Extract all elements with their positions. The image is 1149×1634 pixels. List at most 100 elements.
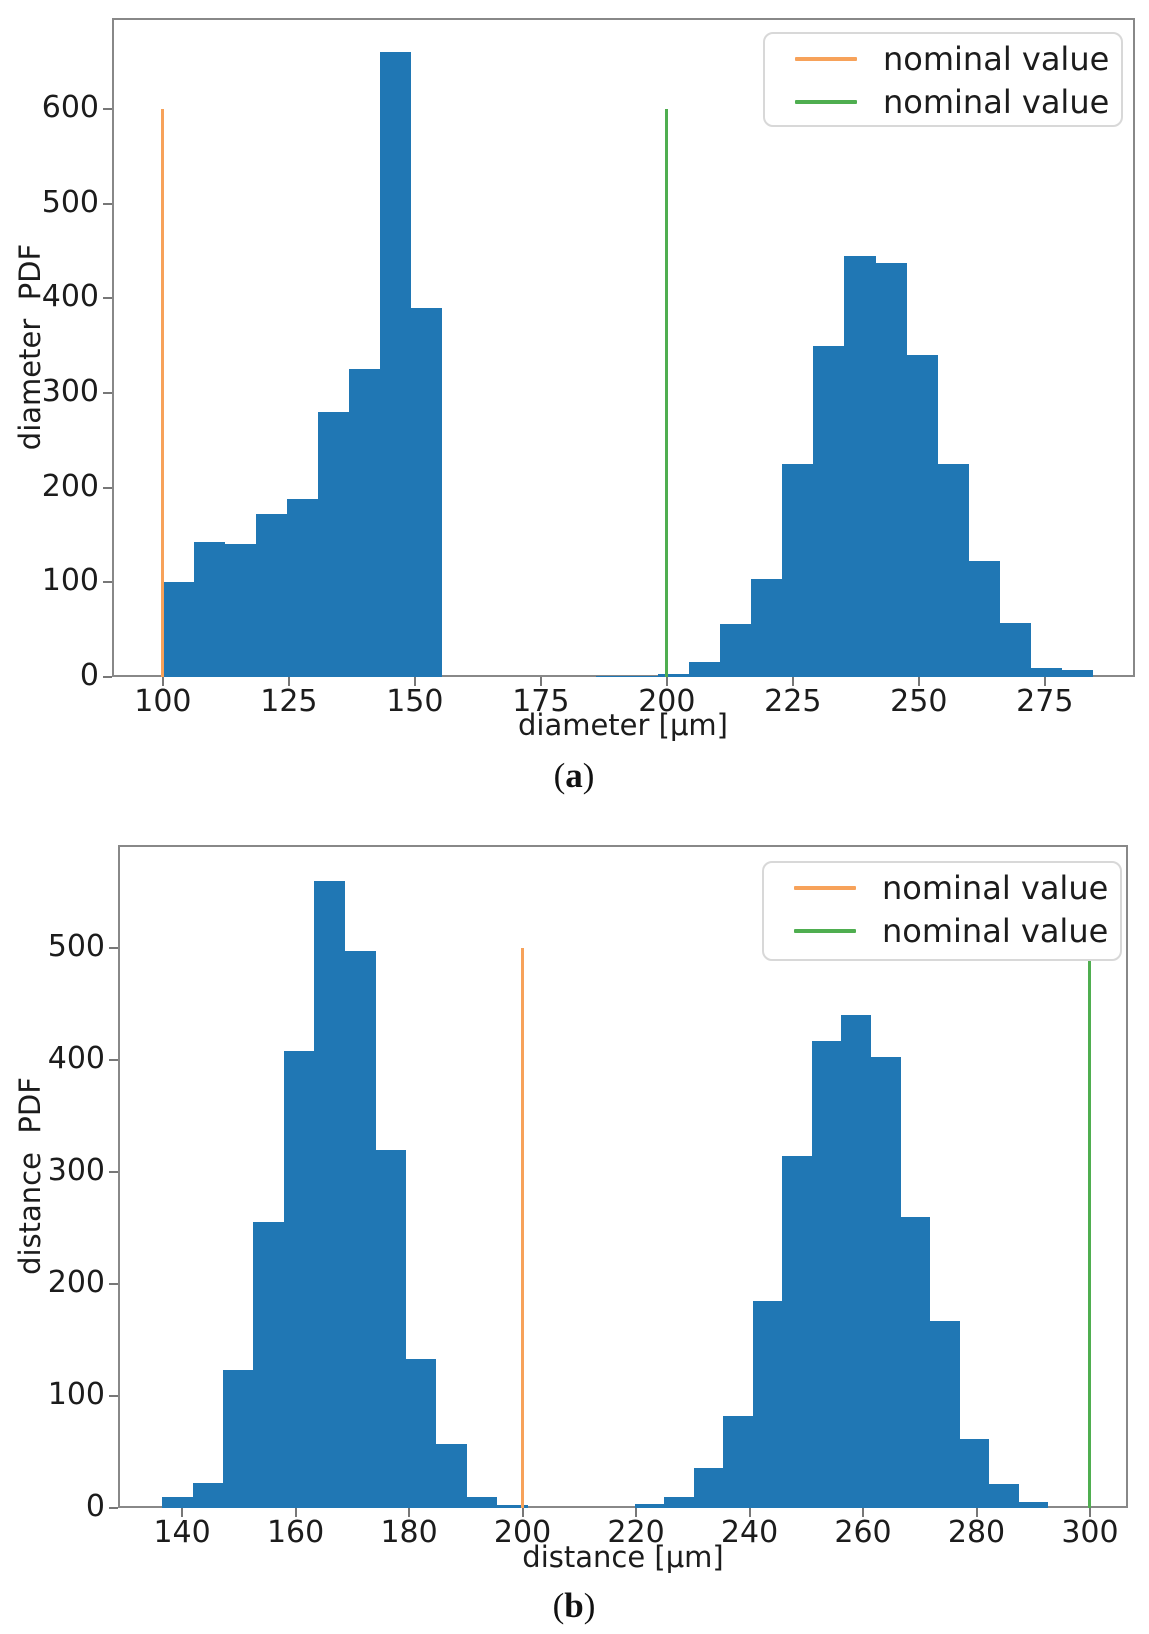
- subfigure-caption-a: (a): [474, 756, 674, 796]
- x-tick-label: 200: [493, 1515, 552, 1550]
- y-tick-mark: [103, 676, 112, 678]
- x-tick-label: 125: [260, 684, 318, 719]
- x-tick-mark: [1088, 1508, 1091, 1517]
- x-tick-mark: [791, 677, 794, 686]
- hist-bar: [192, 1483, 224, 1508]
- y-tick-label: 0: [79, 658, 99, 693]
- x-tick-mark: [975, 1508, 978, 1517]
- nominal-vline-orange: [521, 948, 525, 1508]
- caption-paren: ): [582, 756, 595, 795]
- y-tick-mark: [109, 1171, 118, 1174]
- hist-bar: [496, 1504, 528, 1508]
- x-tick-label: 175: [512, 684, 570, 719]
- x-tick-mark: [181, 1508, 184, 1517]
- x-tick-mark: [294, 1508, 297, 1517]
- x-tick-label: 300: [1061, 1515, 1119, 1550]
- x-tick-mark: [748, 1508, 751, 1517]
- y-tick-label: 0: [85, 1489, 105, 1524]
- x-tick-label: 100: [134, 684, 192, 719]
- legend-item-label: nominal value: [882, 911, 1109, 950]
- legend-item-label: nominal value: [883, 39, 1110, 78]
- x-tick-label: 150: [386, 684, 444, 719]
- caption-letter: b: [564, 1586, 584, 1625]
- hist-bar: [596, 675, 628, 677]
- legend: nominal value nominal value: [762, 861, 1122, 961]
- y-tick-label: 200: [41, 468, 99, 504]
- x-tick-label: 260: [834, 1515, 892, 1550]
- hist-bar: [870, 1056, 901, 1508]
- nominal-vline-orange: [161, 108, 165, 677]
- x-tick-label: 275: [1016, 684, 1074, 719]
- legend-item-label: nominal value: [882, 868, 1109, 907]
- legend-item-label: nominal value: [883, 82, 1110, 121]
- green-line-swatch: [794, 928, 856, 933]
- hist-bar: [314, 880, 346, 1508]
- x-tick-label: 220: [607, 1515, 665, 1550]
- hist-bar: [959, 1438, 990, 1508]
- hist-bar: [435, 1444, 467, 1508]
- y-tick-mark: [103, 391, 112, 394]
- hist-bar: [162, 1496, 194, 1508]
- nominal-vline-green: [1088, 948, 1092, 1508]
- hist-bar: [344, 951, 376, 1508]
- hist-bar: [375, 1149, 407, 1508]
- hist-bar: [841, 1015, 872, 1508]
- x-tick-label: 160: [266, 1515, 325, 1550]
- hist-bar: [1030, 667, 1062, 677]
- hist-bar: [255, 514, 288, 677]
- hist-bar: [193, 541, 226, 677]
- x-tick-label: 225: [764, 684, 822, 719]
- green-line-swatch: [795, 99, 857, 104]
- hist-bar: [693, 1467, 724, 1508]
- legend-item: nominal value: [765, 37, 1121, 80]
- x-tick-label: 200: [638, 684, 696, 719]
- hist-bar: [283, 1051, 315, 1508]
- x-tick-mark: [862, 1508, 865, 1517]
- y-tick-mark: [109, 1395, 118, 1397]
- y-tick-label: 600: [41, 89, 99, 125]
- x-axis-label: diameter [μm]: [517, 708, 728, 742]
- hist-bar: [405, 1359, 437, 1508]
- x-tick-mark: [413, 677, 416, 686]
- hist-bar: [634, 1503, 665, 1508]
- y-tick-mark: [103, 486, 112, 489]
- y-tick-label: 100: [47, 1377, 105, 1412]
- legend-item: nominal value: [764, 909, 1120, 952]
- hist-bar: [658, 674, 690, 677]
- hist-bar: [782, 1156, 813, 1508]
- hist-bar: [720, 623, 752, 677]
- hist-bar: [348, 369, 381, 677]
- x-tick-label: 140: [153, 1515, 211, 1550]
- hist-bar: [224, 544, 257, 677]
- x-tick-mark: [287, 677, 290, 686]
- y-tick-mark: [109, 1059, 118, 1062]
- legend: nominal value nominal value: [763, 32, 1123, 127]
- y-axis-label: distance PDF: [13, 1077, 47, 1275]
- hist-bar: [968, 560, 1000, 677]
- hist-bar: [906, 355, 938, 677]
- y-tick-label: 100: [41, 563, 99, 599]
- y-tick-mark: [103, 581, 112, 584]
- orange-line-swatch: [795, 56, 857, 61]
- y-tick-mark: [109, 947, 118, 950]
- hist-bar: [689, 661, 721, 677]
- hist-bar: [999, 623, 1031, 677]
- y-tick-mark: [103, 107, 112, 110]
- hist-bar: [813, 345, 845, 677]
- hist-bar: [317, 411, 350, 677]
- x-tick-mark: [917, 677, 920, 686]
- hist-bar: [1061, 670, 1093, 677]
- x-tick-mark: [1043, 677, 1046, 686]
- hist-bar: [937, 463, 969, 677]
- caption-paren: (: [552, 1586, 565, 1625]
- hist-bar: [466, 1496, 498, 1508]
- hist-bar: [223, 1370, 254, 1508]
- y-tick-mark: [103, 202, 112, 205]
- y-tick-label: 200: [47, 1265, 105, 1300]
- y-tick-mark: [109, 1283, 118, 1285]
- hist-bar: [751, 579, 783, 677]
- x-tick-label: 180: [380, 1515, 438, 1550]
- hist-bar: [253, 1222, 285, 1508]
- hist-bar: [752, 1300, 783, 1508]
